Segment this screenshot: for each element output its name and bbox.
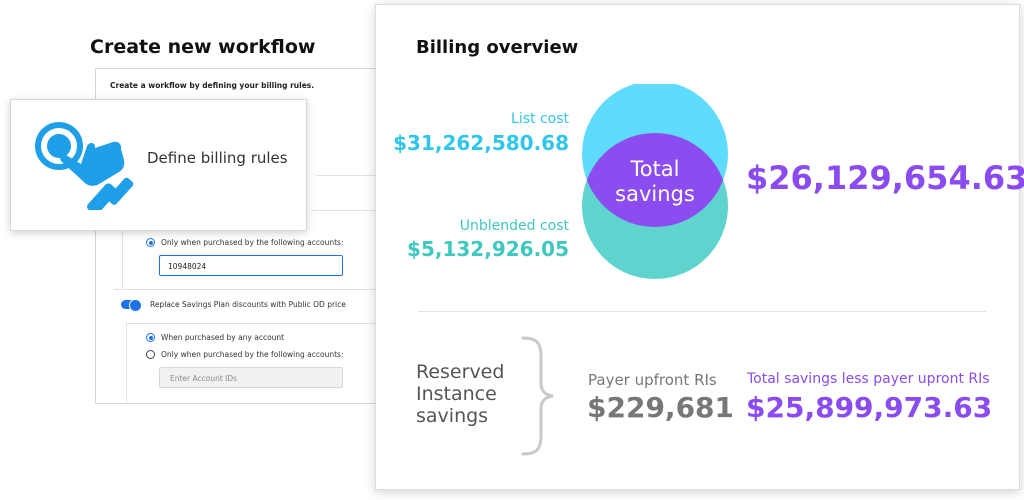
option-following-accounts[interactable]: Only when purchased by the following acc… xyxy=(146,238,343,247)
replace-savings-plan-toggle-row[interactable]: Replace Savings Plan discounts with Publ… xyxy=(121,299,346,312)
divider xyxy=(126,323,127,405)
account-ids-input[interactable]: Enter Account IDs xyxy=(159,367,343,388)
reserved-instance-savings-title: Reserved Instance savings xyxy=(416,361,504,427)
option-following-accounts[interactable]: Only when purchased by the following acc… xyxy=(146,350,343,359)
total-savings-overlap xyxy=(582,133,728,227)
ri-title-line: savings xyxy=(416,405,489,427)
option-label: Only when purchased by the following acc… xyxy=(161,238,344,247)
radio-selected-icon[interactable] xyxy=(146,238,155,247)
divider xyxy=(122,210,123,290)
divider xyxy=(316,175,396,176)
savings-venn-diagram: Total savings xyxy=(582,84,728,279)
define-billing-rules-card[interactable]: Define billing rules xyxy=(10,99,307,231)
toggle-switch[interactable] xyxy=(121,299,142,312)
radio-selected-icon[interactable] xyxy=(146,333,155,342)
toggle-label: Replace Savings Plan discounts with Publ… xyxy=(150,300,346,309)
define-billing-rules-label: Define billing rules xyxy=(147,149,288,167)
total-savings-less-value: $25,899,973.63 xyxy=(746,391,993,424)
total-savings-text-line2: savings xyxy=(615,182,695,206)
total-savings-text-line1: Total xyxy=(629,157,679,181)
account-ids-input[interactable]: 10948024 xyxy=(159,255,343,276)
ri-title-line: Reserved xyxy=(416,361,505,383)
option-label: When purchased by any account xyxy=(161,333,285,342)
workflow-title: Create new workflow xyxy=(90,36,316,58)
divider xyxy=(311,210,396,211)
curly-brace-icon xyxy=(521,336,554,456)
list-cost-value: $31,262,580.68 xyxy=(393,131,569,155)
workflow-intro: Create a workflow by defining your billi… xyxy=(110,81,315,90)
payer-upfront-label: Payer upfront RIs xyxy=(588,371,717,389)
hand-pointer-icon xyxy=(35,122,134,210)
billing-overview-title: Billing overview xyxy=(416,37,579,58)
total-savings-less-label: Total savings less payer upront RIs xyxy=(747,371,990,387)
total-savings-value: $26,129,654.63 xyxy=(746,159,1024,197)
option-label: Only when purchased by the following acc… xyxy=(161,350,344,359)
ri-title-line: Instance xyxy=(416,383,497,405)
unblended-cost-label: Unblended cost xyxy=(459,218,569,234)
divider xyxy=(114,289,396,290)
option-any-account[interactable]: When purchased by any account xyxy=(146,333,284,342)
billing-overview-panel: Billing overview List cost $31,262,580.6… xyxy=(375,4,1024,490)
section-divider xyxy=(418,311,986,312)
radio-unselected-icon[interactable] xyxy=(146,350,155,359)
unblended-cost-value: $5,132,926.05 xyxy=(407,237,569,261)
divider xyxy=(126,323,396,324)
list-cost-label: List cost xyxy=(511,111,569,127)
payer-upfront-value: $229,681 xyxy=(587,391,735,424)
